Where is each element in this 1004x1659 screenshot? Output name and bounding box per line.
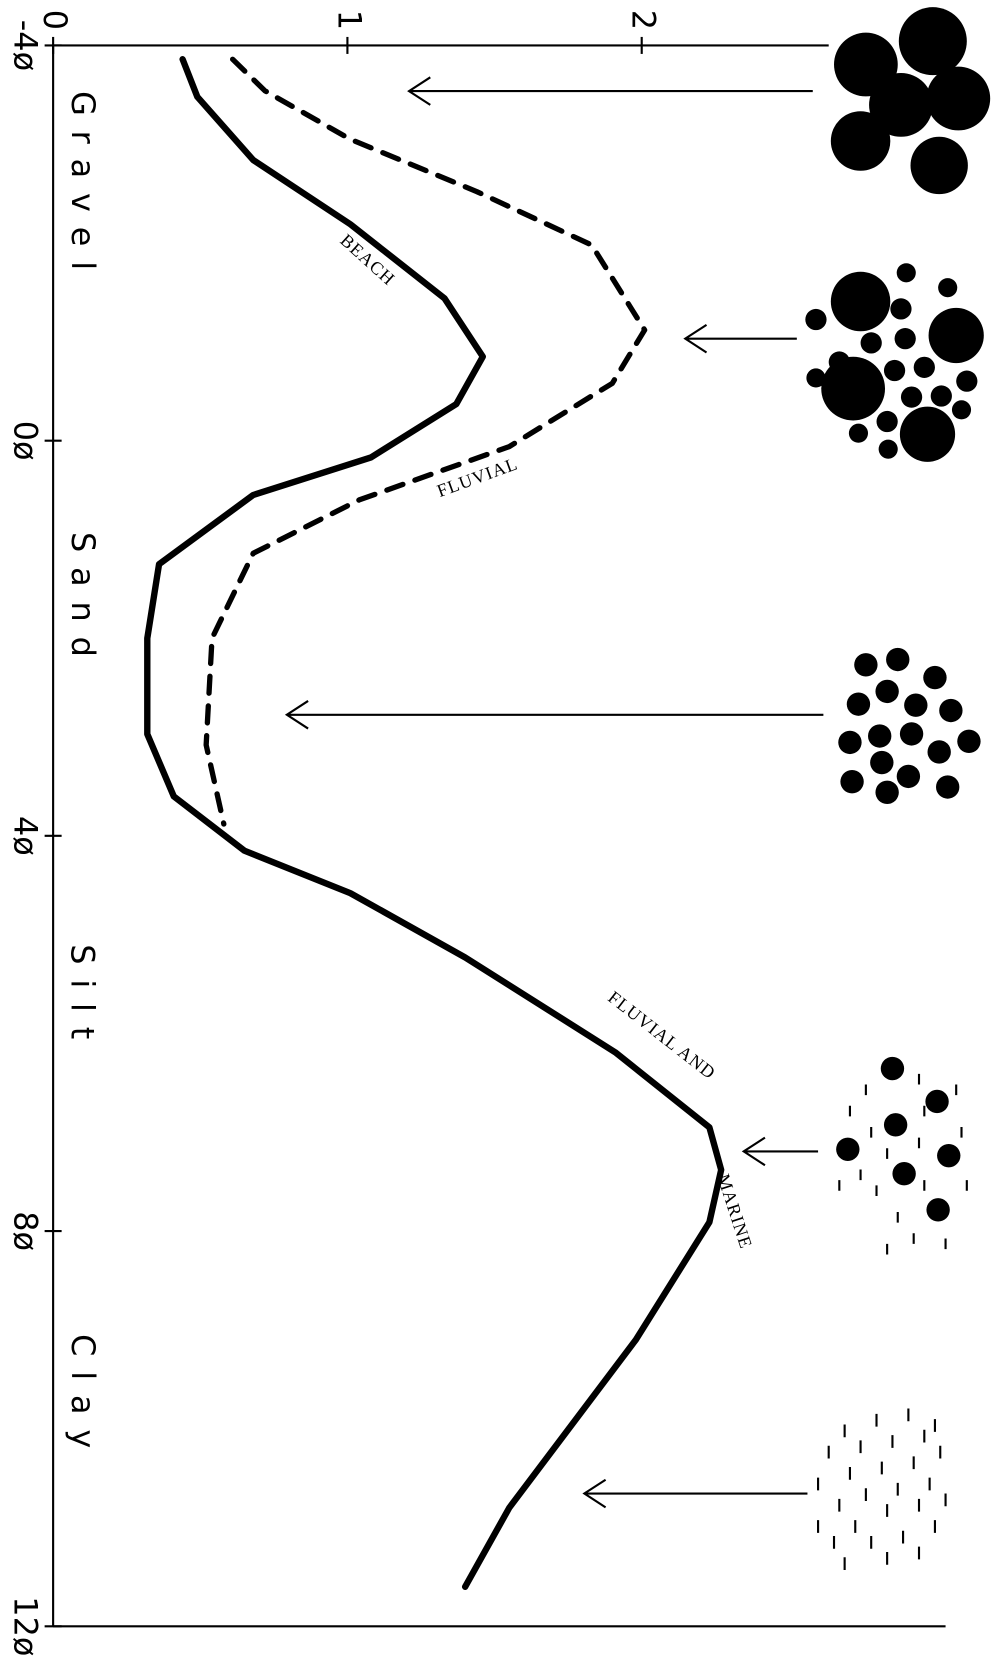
mixed-icon: [805, 263, 984, 462]
y-tick-label: 0: [36, 10, 74, 30]
arrows: [284, 76, 824, 1509]
arrow: [284, 700, 824, 730]
gravel-icon: [830, 7, 991, 195]
y-tick-label: 1: [330, 10, 368, 30]
solid-curve: [144, 56, 725, 1590]
silt-dashes: [838, 1073, 968, 1255]
x-tick-label: 8ø: [6, 1211, 44, 1251]
curve-annotation: FLUVIAL AND: [604, 987, 719, 1083]
axes: [52, 44, 946, 1628]
arrow: [407, 76, 813, 106]
arrow: [741, 1136, 819, 1167]
clay-icon: [817, 1408, 947, 1571]
arrow: [582, 1478, 808, 1509]
sand-icon: [838, 647, 981, 805]
curve-annotation: MARINE: [713, 1171, 756, 1251]
x-tick-label: -4ø: [6, 20, 44, 71]
x-tick-label: 4ø: [6, 816, 44, 856]
arrow: [683, 323, 797, 354]
x-tick-label: 0ø: [6, 421, 44, 461]
size-class-label: Clay: [64, 1334, 102, 1463]
size-class-label: Gravel: [64, 91, 102, 285]
y-tick-label: 2: [625, 10, 663, 30]
clay-dashes: [817, 1408, 947, 1571]
x-tick-label: 12ø: [6, 1596, 44, 1656]
size-class-label: Sand: [64, 532, 102, 672]
silt-icon: [836, 1056, 968, 1255]
dashed-curve: [203, 56, 648, 827]
size-class-label: Silt: [64, 944, 102, 1054]
